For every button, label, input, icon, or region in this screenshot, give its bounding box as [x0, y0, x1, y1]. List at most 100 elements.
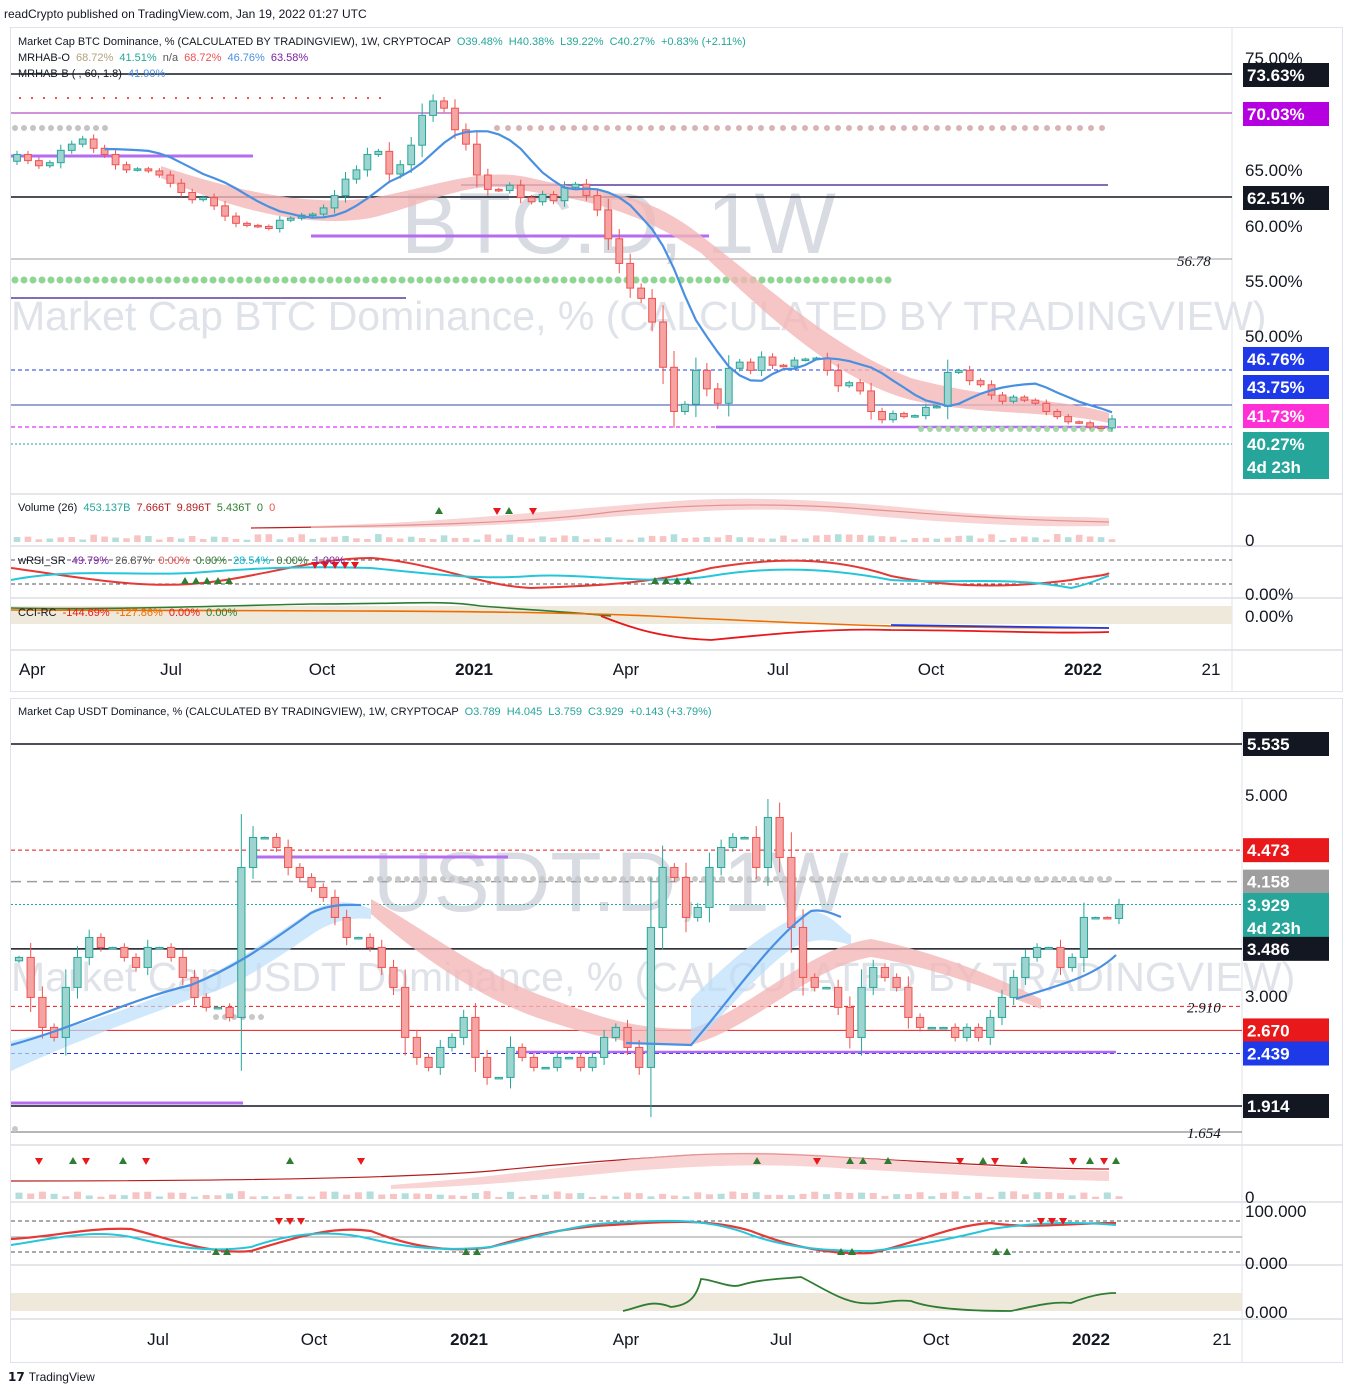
btc-candle [735, 361, 744, 369]
tradingview-footer[interactable]: 17 TradingView [8, 1370, 95, 1384]
btc-candle [1108, 418, 1116, 429]
mrhab-b-legend: MRHAB-B ( , 60, 1.8) 41.90% [18, 68, 165, 80]
btc-volume-bar [24, 536, 32, 542]
usdt-volume-bar [764, 1194, 772, 1199]
usdt-time-label: Jul [770, 1330, 792, 1349]
usdt-candle [1056, 946, 1065, 968]
usdt-cci-line [622, 1276, 1117, 1312]
usdt-signal-up-icon [859, 1157, 867, 1164]
usdt-candle [810, 976, 819, 988]
btc-dot-marker [443, 276, 451, 284]
btc-volume-bar [265, 534, 273, 542]
usdt-candle [857, 986, 866, 1038]
btc-dot-marker [102, 125, 108, 131]
usdt-volume-axis-label: 0 [1245, 1188, 1254, 1207]
btc-candle [363, 153, 372, 171]
btc-dot-marker [963, 426, 969, 432]
btc-dot-marker [927, 426, 933, 432]
btc-dot-marker [425, 276, 433, 284]
usdt-volume-bar [787, 1195, 795, 1199]
usdt-candle [1079, 916, 1089, 958]
btc-dot-marker [56, 276, 64, 284]
btc-candle [451, 107, 459, 131]
mrhab-o-value-5: 46.76% [227, 52, 265, 64]
btc-dominance-chart-panel[interactable]: BTC.D, 1W Market Cap BTC Dominance, % (CA… [10, 27, 1343, 692]
btc-dot-marker [659, 276, 667, 284]
usdt-dot-marker [809, 876, 815, 882]
btc-dot-marker [524, 276, 532, 284]
btc-volume-bar [386, 537, 393, 542]
btc-dot-marker [497, 276, 505, 284]
btc-dot-marker [918, 426, 924, 432]
btc-dot-marker [713, 276, 721, 284]
usdt-dot-marker [764, 876, 770, 882]
usdt-dot-marker [440, 876, 446, 882]
btc-dot-marker [283, 97, 285, 99]
btc-candle [713, 388, 722, 404]
btc-dot-marker [686, 276, 694, 284]
usdt-dot-marker [593, 876, 599, 882]
btc-dot-marker [936, 426, 942, 432]
usdt-volume-bar [389, 1193, 397, 1199]
btc-dot-marker [47, 276, 55, 284]
usdt-volume-bar [366, 1191, 374, 1199]
usdt-volume-bar [822, 1194, 830, 1199]
btc-watermark-description: Market Cap BTC Dominance, % (CALCULATED … [11, 293, 1266, 339]
usdt-moving-average-line [11, 903, 362, 1047]
usdt-candle [85, 936, 94, 958]
btc-dot-marker [972, 426, 978, 432]
usdt-dot-marker [980, 876, 986, 882]
usdt-candle [178, 956, 187, 978]
usdt-volume-bar [343, 1194, 351, 1199]
usdt-candle [927, 1026, 936, 1030]
usdt-candle [330, 896, 340, 918]
btc-dot-marker [704, 276, 712, 284]
btc-rsi-up-icon [651, 577, 659, 584]
usdt-rsi-up-icon [223, 1248, 231, 1255]
btc-candle [527, 197, 536, 203]
usdt-volume-bar [811, 1191, 819, 1199]
usdt-price-badge-bg [1243, 1041, 1329, 1066]
btc-candle [221, 205, 229, 217]
usdt-candle [705, 866, 714, 908]
usdt-dot-marker [998, 876, 1004, 882]
btc-dot-marker [119, 276, 127, 284]
btc-cci-axis-label: 0.00% [1245, 607, 1293, 626]
btc-volume-bar [232, 538, 240, 542]
btc-dot-marker [110, 276, 118, 284]
usdt-candle [787, 856, 796, 928]
usdt-dot-marker [548, 876, 554, 882]
btc-rsi-down-icon [331, 562, 339, 569]
btc-dot-marker [506, 276, 514, 284]
usdt-price-badge-bg [1243, 1018, 1329, 1043]
btc-volume-bar [484, 534, 492, 542]
btc-dot-marker [1044, 426, 1050, 432]
btc-candle [264, 225, 273, 229]
usdt-volume-bar [518, 1196, 526, 1199]
btc-candle [921, 406, 930, 417]
btc-candle [900, 413, 908, 418]
btc-cci-signal-line [11, 609, 1110, 629]
btc-rsi-signal-line [11, 566, 1110, 590]
btc-dot-marker [747, 125, 753, 131]
usdt-candle [61, 986, 70, 1038]
mrhab-o-value-2: 41.51% [119, 52, 157, 64]
btc-dot-marker [945, 125, 951, 131]
btc-volume-bar [298, 534, 305, 542]
btc-rsi-down-icon [351, 562, 359, 569]
btc-candle [341, 178, 350, 197]
btc-volume-bar [517, 537, 524, 542]
btc-dot-marker [560, 125, 566, 131]
btc-dot-marker [1022, 125, 1028, 131]
usdt-volume-bar [752, 1192, 760, 1199]
btc-candle [319, 207, 328, 215]
btc-dot-marker [560, 276, 568, 284]
btc-dot-marker [1011, 125, 1017, 131]
btc-volume-bar [342, 535, 349, 542]
btc-dot-marker [776, 276, 784, 284]
btc-rsi-up-icon [673, 577, 681, 584]
usdt-dot-marker [746, 876, 752, 882]
